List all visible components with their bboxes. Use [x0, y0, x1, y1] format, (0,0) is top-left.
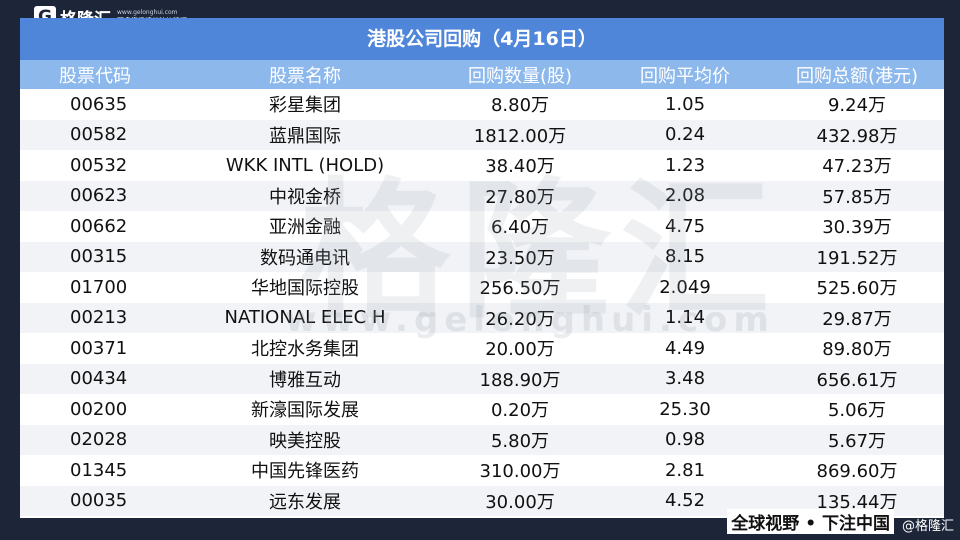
table-cell: 0.24 — [600, 119, 770, 150]
table-row: 00315 数码通电讯 23.50万 8.15 191.52万 — [20, 241, 944, 272]
table-cell: 01700 — [70, 276, 128, 298]
table-cell: 新濠国际发展 — [251, 400, 359, 422]
table-row: 02028 映美控股 5.80万 0.98 5.67万 — [20, 424, 944, 455]
table-cell: 00532 — [70, 154, 128, 176]
table-row: 01700 华地国际控股 256.50万 2.049 525.60万 — [20, 272, 944, 303]
table-cell: 0.98 — [600, 424, 770, 455]
table-cell: 00035 — [20, 485, 170, 516]
table-cell: 5.06万 — [827, 400, 887, 422]
column-header: 回购数量(股) — [440, 60, 600, 89]
table-cell: 博雅互动 — [170, 363, 440, 394]
site: www.gelonghui.com — [117, 8, 178, 16]
table-cell: 5.67万 — [770, 424, 944, 455]
table-row: 00434 博雅互动 188.90万 3.48 656.61万 — [20, 363, 944, 394]
column-header: 回购平均价 — [600, 60, 770, 89]
table-cell: 00635 — [70, 93, 128, 115]
table-cell: 4.75 — [664, 215, 706, 237]
table-cell: 8.15 — [600, 241, 770, 272]
table-cell: 25.30 — [659, 398, 711, 420]
table-cell: 30.00万 — [440, 485, 600, 516]
table-row: 00582 蓝鼎国际 1812.00万 0.24 432.98万 — [20, 119, 944, 150]
column-header: 回购总额(港元) — [770, 60, 944, 89]
table-cell: 4.52 — [600, 485, 770, 516]
table-cell: 310.00万 — [479, 461, 561, 483]
table-cell: 数码通电讯 — [170, 241, 440, 272]
table-cell: 中国先锋医药 — [251, 461, 359, 483]
table-cell: 0.20万 — [490, 400, 550, 422]
table-cell: 1.23 — [664, 154, 706, 176]
table-row: 00662 亚洲金融 6.40万 4.75 30.39万 — [20, 211, 944, 242]
table-cell: 29.87万 — [770, 302, 944, 333]
table-cell: 89.80万 — [822, 339, 892, 361]
table-cell: 00582 — [20, 119, 170, 150]
table-cell: 映美控股 — [170, 424, 440, 455]
table-cell: 1.05 — [664, 93, 706, 115]
table-cell: 57.85万 — [770, 180, 944, 211]
table-cell: 中视金桥 — [170, 180, 440, 211]
table-body: 00635 彩星集团 8.80万 1.05 9.24万 00582 蓝鼎国际 1812.00万… — [20, 89, 944, 516]
table-cell: 2.81 — [664, 459, 706, 481]
table-cell: 00623 — [20, 180, 170, 211]
table-row: 00213 NATIONAL ELEC H 26.20万 1.14 29.87万 — [20, 302, 944, 333]
table-cell: 191.52万 — [770, 241, 944, 272]
table-cell: 远东发展 — [170, 485, 440, 516]
table-cell: 1812.00万 — [440, 119, 600, 150]
table-row: 00532 WKK INTL (HOLD) 38.40万 1.23 47.23万 — [20, 150, 944, 181]
table-cell: 亚洲金融 — [269, 217, 341, 239]
table-cell: NATIONAL ELEC H — [170, 302, 440, 333]
header-row: 股票代码 股票名称 回购数量(股) 回购平均价 回购总额(港元) — [20, 60, 944, 89]
table-cell: 20.00万 — [485, 339, 555, 361]
table-cell: 656.61万 — [770, 363, 944, 394]
table-cell: 00434 — [20, 363, 170, 394]
table-cell: 00315 — [20, 241, 170, 272]
table-cell: 27.80万 — [440, 180, 600, 211]
table-cell: 5.80万 — [440, 424, 600, 455]
table-cell: 蓝鼎国际 — [170, 119, 440, 150]
table-title: 港股公司回购（4月16日） — [20, 18, 944, 60]
table-cell: 869.60万 — [816, 461, 898, 483]
table-row: 00371 北控水务集团 20.00万 4.49 89.80万 — [20, 333, 944, 364]
table-cell: 2.049 — [659, 276, 711, 298]
table-cell: 30.39万 — [822, 217, 892, 239]
table-cell: 47.23万 — [822, 156, 892, 178]
column-header: 股票代码 — [20, 60, 170, 89]
table-cell: 00662 — [70, 215, 128, 237]
table-cell: 23.50万 — [440, 241, 600, 272]
table-cell: 26.20万 — [440, 302, 600, 333]
table-cell: 38.40万 — [485, 156, 555, 178]
table-row: 00623 中视金桥 27.80万 2.08 57.85万 — [20, 180, 944, 211]
table-row: 00200 新濠国际发展 0.20万 25.30 5.06万 — [20, 394, 944, 425]
table-cell: 4.49 — [664, 337, 706, 359]
table-row: 01345 中国先锋医药 310.00万 2.81 869.60万 — [20, 455, 944, 486]
table-cell: 188.90万 — [440, 363, 600, 394]
table-cell: 432.98万 — [770, 119, 944, 150]
table-cell: 6.40万 — [490, 217, 550, 239]
table-cell: 02028 — [20, 424, 170, 455]
table-cell: 2.08 — [600, 180, 770, 211]
table-cell: 00371 — [70, 337, 128, 359]
column-header: 股票名称 — [170, 60, 440, 89]
table-cell: 3.48 — [600, 363, 770, 394]
table-cell: 华地国际控股 — [251, 278, 359, 300]
table-cell: 256.50万 — [479, 278, 561, 300]
table-cell: 00200 — [70, 398, 128, 420]
table-cell: WKK INTL (HOLD) — [225, 154, 385, 176]
handle: @格隆汇 — [901, 519, 954, 534]
table-cell: 00213 — [20, 302, 170, 333]
table-cell: 9.24万 — [827, 95, 887, 117]
table-cell: 8.80万 — [490, 95, 550, 117]
table-cell: 525.60万 — [816, 278, 898, 300]
table-cell: 北控水务集团 — [251, 339, 359, 361]
table-row: 00035 远东发展 30.00万 4.52 135.44万 — [20, 485, 944, 516]
panel: 港股公司回购（4月16日） 股票代码 股票名称 回购数量(股) 回购平均价 回购总额(港… — [20, 18, 944, 518]
table-cell: 1.14 — [600, 302, 770, 333]
slogan: 全球视野 • 下注中国 — [727, 509, 894, 534]
table: 股票代码 股票名称 回购数量(股) 回购平均价 回购总额(港元) 00635 彩星集团 8.… — [20, 60, 944, 516]
table-cell: 彩星集团 — [269, 95, 341, 117]
table-row: 00635 彩星集团 8.80万 1.05 9.24万 — [20, 89, 944, 120]
table-cell: 01345 — [70, 459, 128, 481]
